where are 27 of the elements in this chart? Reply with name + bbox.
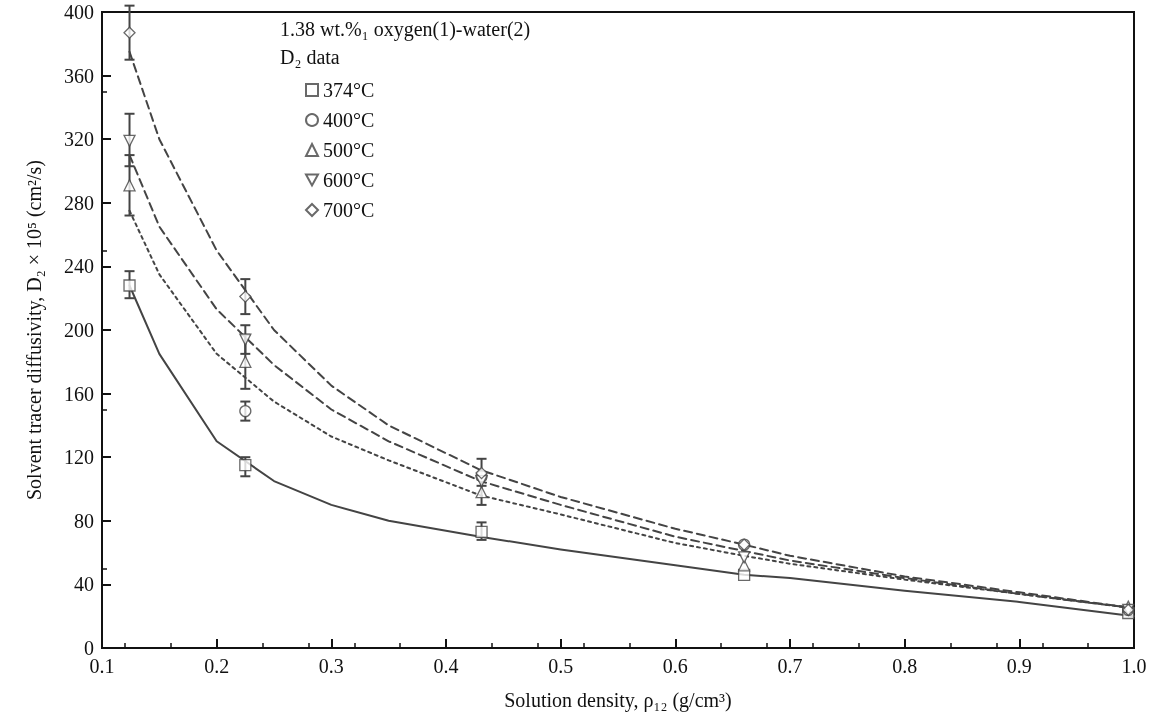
legend-label: 500°C	[323, 139, 375, 161]
y-tick-label: 120	[64, 446, 94, 469]
legend-label: 600°C	[323, 169, 375, 191]
y-tick-label: 400	[64, 1, 94, 23]
x-tick-label: 0.3	[318, 655, 344, 677]
y-axis-title: Solvent tracer diffusivity, D₂ × 10⁵ (cm²/s)	[23, 159, 46, 501]
x-tick-label: 0.4	[433, 655, 459, 677]
x-tick-label: 0.6	[662, 655, 688, 677]
x-tick-label: 1.0	[1121, 655, 1147, 677]
legend-label: 700°C	[323, 199, 375, 221]
y-tick-label: 40	[74, 573, 94, 596]
legend-title: 1.38 wt.%₁ oxygen(1)-water(2) D₂ data	[280, 18, 531, 68]
y-tick-label: 200	[64, 319, 94, 341]
y-tick-label: 320	[64, 128, 94, 151]
y-tick-label: 240	[64, 255, 94, 278]
y-tick-label: 160	[64, 382, 94, 405]
x-axis-title: Solution density, ρ₁₂ (g/cm³)	[504, 689, 732, 712]
legend-label: 400°C	[323, 109, 375, 131]
x-tick-label: 0.8	[892, 655, 918, 677]
y-tick-label: 80	[74, 509, 94, 532]
y-tick-label: 360	[64, 64, 94, 87]
x-tick-label: 0.9	[1006, 655, 1032, 677]
x-tick-label: 0.2	[204, 655, 230, 677]
y-tick-label: 280	[64, 191, 94, 214]
x-tick-label: 0.7	[777, 655, 803, 677]
legend-label: 374°C	[323, 79, 375, 101]
x-tick-label: 0.5	[548, 655, 574, 677]
